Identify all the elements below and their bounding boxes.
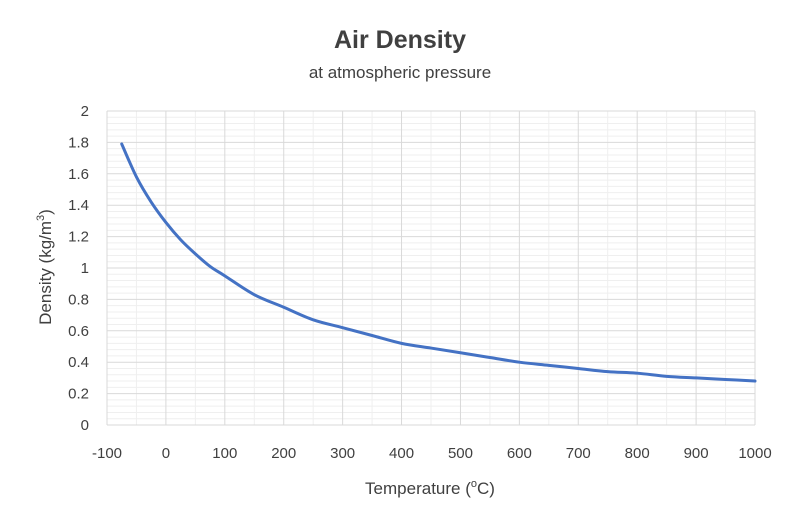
x-tick-label: 100 bbox=[212, 445, 237, 462]
x-tick-label: 400 bbox=[389, 445, 414, 462]
minor-gridlines bbox=[107, 111, 755, 425]
y-tick-label: 1.8 bbox=[68, 134, 89, 151]
y-tick-label: 0 bbox=[81, 417, 89, 434]
x-tick-labels: -100 0 100 200 300 400 500 600 700 800 900 1000 bbox=[92, 445, 772, 462]
y-axis-label: Density (kg/m3) bbox=[35, 209, 55, 325]
x-tick-label: 500 bbox=[448, 445, 473, 462]
y-tick-label: 1.6 bbox=[68, 166, 89, 183]
x-tick-label: 600 bbox=[507, 445, 532, 462]
y-tick-label: 1.2 bbox=[68, 229, 89, 246]
series-layer bbox=[120, 142, 757, 383]
x-tick-label: 1000 bbox=[738, 445, 771, 462]
y-tick-labels: 0 0.2 0.4 0.6 0.8 1 1.2 1.4 1.6 1.8 2 bbox=[68, 103, 89, 434]
x-tick-label: 300 bbox=[330, 445, 355, 462]
y-tick-label: 0.2 bbox=[68, 386, 89, 403]
x-axis-label: Temperature (oC) bbox=[365, 478, 495, 498]
chart-title: Air Density bbox=[334, 26, 466, 54]
y-tick-label: 1.4 bbox=[68, 197, 89, 214]
x-tick-label: 900 bbox=[684, 445, 709, 462]
x-tick-label: 200 bbox=[271, 445, 296, 462]
y-tick-label: 1 bbox=[81, 260, 89, 277]
density-series-line bbox=[120, 142, 757, 383]
x-tick-label: 700 bbox=[566, 445, 591, 462]
x-tick-label: -100 bbox=[92, 445, 122, 462]
y-tick-label: 2 bbox=[81, 103, 89, 120]
x-tick-label: 800 bbox=[625, 445, 650, 462]
y-tick-label: 0.4 bbox=[68, 354, 89, 371]
y-tick-label: 0.6 bbox=[68, 323, 89, 340]
x-tick-label: 0 bbox=[162, 445, 170, 462]
chart-subtitle: at atmospheric pressure bbox=[309, 63, 491, 82]
y-tick-label: 0.8 bbox=[68, 291, 89, 308]
